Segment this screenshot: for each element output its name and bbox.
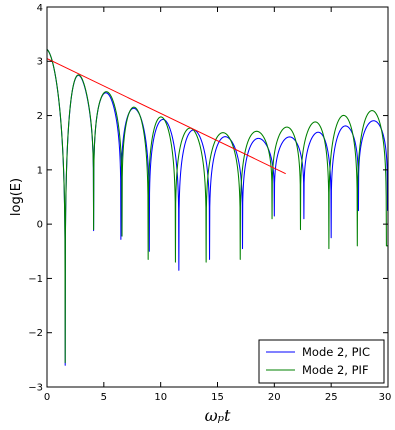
y-tick-label-2: 2 (37, 111, 43, 122)
x-axis-ticks (46, 7, 389, 387)
x-axis-label: ωₚt (205, 406, 231, 425)
x-tick-label-10: 10 (154, 392, 167, 403)
series-line-pic (46, 48, 389, 366)
chart-marks (46, 48, 389, 366)
y-axis-ticks (47, 6, 388, 388)
damping-fit-line (46, 58, 286, 175)
plot-frame (46, 6, 389, 388)
y-tick-label-4: 4 (37, 3, 43, 14)
x-tick-label-25: 25 (325, 392, 338, 403)
legend: Mode 2, PIC Mode 2, PIF (258, 339, 385, 384)
y-tick-label-minus-1: −1 (28, 274, 43, 285)
x-tick-label-30: 30 (379, 392, 392, 403)
y-tick-label-3: 3 (37, 57, 43, 68)
y-tick-label-minus-3: −3 (28, 383, 43, 394)
y-tick-label-0: 0 (37, 220, 43, 231)
x-tick-label-20: 20 (268, 392, 281, 403)
y-tick-label-minus-2: −2 (28, 328, 43, 339)
legend-label-pif: Mode 2, PIF (302, 363, 369, 377)
x-tick-label-15: 15 (211, 392, 224, 403)
legend-box (258, 339, 385, 384)
y-axis-label: log(E) (9, 178, 24, 216)
x-tick-label-0: 0 (44, 392, 50, 403)
series-line-pif (46, 48, 389, 364)
y-tick-label-1: 1 (37, 165, 43, 176)
legend-label-pic: Mode 2, PIC (302, 345, 370, 359)
x-tick-label-5: 5 (101, 392, 107, 403)
